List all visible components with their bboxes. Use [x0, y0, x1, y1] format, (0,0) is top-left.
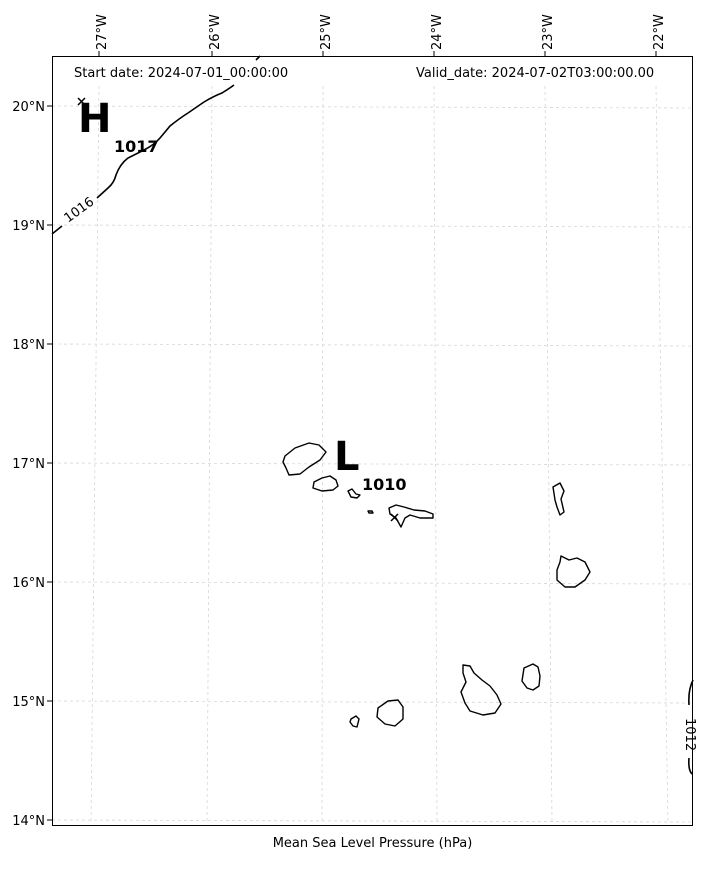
island-sal	[552, 482, 565, 516]
longitude-tick-labels: 27°W 26°W 25°W 24°W 23°W 22°W	[95, 14, 667, 50]
lat-label: 20°N	[12, 100, 45, 115]
isobar-1016-label: 1016	[62, 195, 98, 227]
lat-label: 14°N	[12, 814, 45, 829]
lon-label: 25°W	[319, 14, 334, 50]
lat-label: 18°N	[12, 338, 45, 353]
map-frame	[52, 56, 693, 826]
lon-label: 22°W	[652, 14, 667, 50]
latitude-tick-labels: 20°N 19°N 18°N 17°N 16°N 15°N 14°N	[12, 100, 45, 829]
lat-label: 16°N	[12, 576, 45, 591]
island-fogo	[376, 699, 404, 727]
island-raso	[367, 510, 374, 514]
island-boa-vista	[556, 555, 591, 588]
valid-date-label: Valid_date: 2024-07-02T03:00:00.00	[416, 66, 655, 81]
high-value: 1017	[114, 137, 159, 156]
map-caption: Mean Sea Level Pressure (hPa)	[272, 836, 473, 851]
island-santiago	[460, 664, 502, 716]
island-maio	[521, 663, 541, 691]
low-symbol: L	[334, 434, 360, 480]
low-value: 1010	[362, 475, 407, 494]
low-pressure-center: L 1010	[334, 434, 407, 522]
lon-label: 26°W	[208, 14, 223, 50]
island-brava	[349, 715, 360, 728]
island-santo-antao	[282, 442, 327, 476]
isobar-1012-label: 1012	[682, 718, 697, 751]
lat-label: 15°N	[12, 695, 45, 710]
start-date-label: Start date: 2024-07-01_00:00:00	[74, 66, 289, 81]
lon-label: 23°W	[541, 14, 556, 50]
lat-label: 19°N	[12, 219, 45, 234]
high-center-marker	[77, 97, 86, 106]
lon-label: 24°W	[430, 14, 445, 50]
tick-marks	[47, 51, 657, 821]
longitude-gridlines	[90, 85, 669, 825]
lon-label: 27°W	[95, 14, 110, 50]
island-sao-vicente	[312, 475, 339, 492]
lat-label: 17°N	[12, 457, 45, 472]
latitude-gridlines	[51, 105, 693, 823]
coastlines	[282, 442, 591, 728]
island-santa-luzia	[347, 488, 361, 499]
isobar-1012-line	[688, 679, 694, 775]
island-sao-nicolau	[388, 504, 434, 528]
high-symbol: H	[78, 96, 111, 142]
high-pressure-center: H 1017	[77, 96, 159, 156]
isobar-1016-line	[51, 55, 261, 235]
